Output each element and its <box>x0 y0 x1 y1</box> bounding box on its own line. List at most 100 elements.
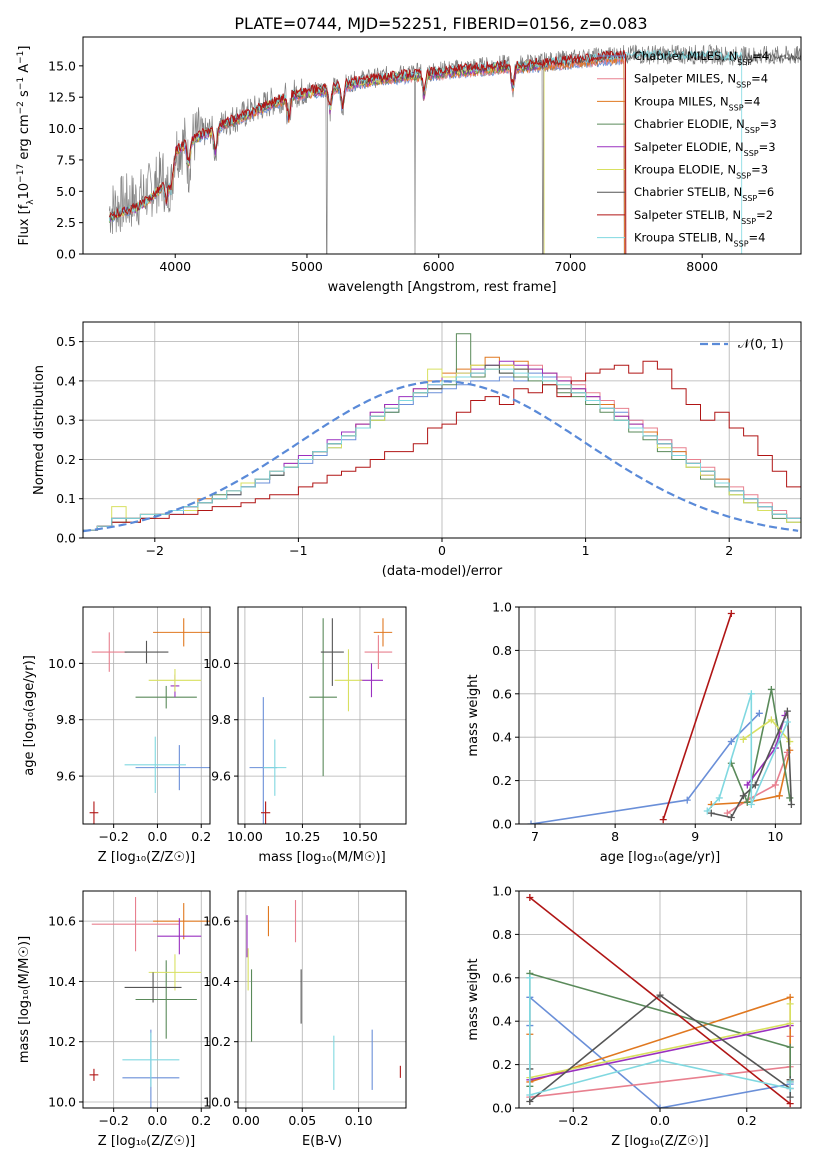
y-axis-label-part: −1 <box>16 51 26 64</box>
plot-area <box>526 894 794 1108</box>
x-tick-label: 10.00 <box>227 829 263 844</box>
y-tick-label: 0.0 <box>492 1101 512 1116</box>
x-axis-label: mass [log₁₀(M/M☉)] <box>258 850 385 865</box>
axes-frame <box>237 890 407 1109</box>
x-tick-label: 1 <box>582 543 590 558</box>
y-tick-label: 0.0 <box>56 247 76 262</box>
histogram-kroupa_elodie <box>83 364 801 531</box>
model-line-salpeter_stelib <box>109 50 627 254</box>
y-tick-label: 1.0 <box>492 600 512 615</box>
legend-label-text: Salpeter ELODIE, N <box>634 140 744 154</box>
weight-line-chabrier_elodie <box>730 689 791 806</box>
y-axis-label-part: ] <box>17 46 32 51</box>
y-tick-label: 0.0 <box>56 531 76 546</box>
y-tick-label: 5.0 <box>56 184 76 199</box>
weight-marker-kroupa_stelib <box>783 718 791 726</box>
legend-label: Salpeter STELIB, NSSP=2 <box>634 208 773 226</box>
y-axis-label-part: −1 <box>16 77 26 90</box>
x-tick-label: 8000 <box>686 259 718 274</box>
y-axis-label: mass weight <box>466 674 481 756</box>
legend-label-text: Salpeter STELIB, N <box>634 208 741 222</box>
legend-label-post: =4 <box>749 231 766 245</box>
legend-label: Chabrier MILES, NSSP=4 <box>634 49 769 67</box>
weight-marker-salpeter_stelib <box>727 610 735 618</box>
legend-label-sub: SSP <box>744 148 759 157</box>
y-tick-label: 15.0 <box>48 58 76 73</box>
y-tick-label: 10.0 <box>48 1094 76 1109</box>
histogram-kroupa_stelib <box>83 368 801 531</box>
legend-label-sub: SSP <box>741 216 756 225</box>
histogram-salpeter_elodie <box>83 360 801 531</box>
x-tick-label: 0.05 <box>288 1113 316 1128</box>
x-tick-label: 0.0 <box>650 1113 670 1128</box>
legend-label-sub: SSP <box>734 239 749 248</box>
weight-marker-chabrier_miles <box>683 796 691 804</box>
y-tick-label: 1.0 <box>492 884 512 899</box>
weight-marker-chabrier_elodie <box>743 798 751 806</box>
y-tick-label: 7.5 <box>56 152 76 167</box>
y-axis-label-part: 10 <box>17 183 32 200</box>
weight-marker-kroupa_stelib <box>747 800 755 808</box>
x-tick-label: −2 <box>146 543 164 558</box>
y-tick-label: 12.5 <box>48 90 76 105</box>
y-axis-label: mass [log₁₀(M/M☉)] <box>17 936 32 1063</box>
plot-area <box>246 900 401 1090</box>
x-tick-label: 0.10 <box>345 1113 373 1128</box>
chart-residuals: −2 −1 0 1 2 0.0 0.1 0.2 0.3 0.4 0.5 (data-model)/er… <box>32 321 802 579</box>
histogram-salpeter_miles <box>83 364 801 531</box>
y-tick-label: 10.2 <box>48 1034 76 1049</box>
chart-mass_vs_Z: −0.2 0.0 0.2 10.0 10.2 10.4 10.6 Z [log₁₀(Z/Z☉)… <box>17 890 211 1149</box>
weight-marker-salpeter_stelib <box>526 894 534 902</box>
weight-marker-chabrier_stelib <box>707 809 715 817</box>
y-tick-label: 10.0 <box>48 121 76 136</box>
x-axis-label: wavelength [Angstrom, rest frame] <box>328 280 557 295</box>
y-tick-label: 0.2 <box>492 1057 512 1072</box>
y-tick-label: 10.6 <box>48 914 76 929</box>
legend-label-sub: SSP <box>737 58 752 67</box>
weight-line-chabrier_miles <box>530 712 760 824</box>
y-tick-label: 0.4 <box>492 730 512 745</box>
plot-area <box>89 897 210 1108</box>
legend-label-text: Kroupa MILES, N <box>634 94 729 108</box>
axes-frame <box>82 606 211 825</box>
weight-marker-chabrier_miles <box>727 738 735 746</box>
weight-marker-kroupa_stelib <box>526 974 534 982</box>
legend-label-post: =2 <box>756 208 773 222</box>
y-tick-label: 10.6 <box>203 914 231 929</box>
weight-marker-salpeter_miles <box>771 781 779 789</box>
weight-marker-kroupa_elodie <box>786 738 794 746</box>
weight-line-salpeter_stelib <box>529 896 791 1105</box>
y-tick-label: 0.3 <box>56 413 76 428</box>
x-tick-label: 10.50 <box>342 829 378 844</box>
legend-label-post: =3 <box>751 163 768 177</box>
legend-label: Kroupa STELIB, NSSP=4 <box>634 231 765 249</box>
weight-marker-chabrier_stelib <box>526 1097 534 1105</box>
chart-weight_vs_age: 7 8 9 10 0.0 0.2 0.4 0.6 0.8 1.0 age [log₁₀(age/yr… <box>466 600 802 865</box>
y-axis-label: Flux [fλ10−17 erg cm−2 s−1 A−1] <box>16 46 36 246</box>
legend-label: Kroupa ELODIE, NSSP=3 <box>634 163 768 181</box>
x-tick-label: 6000 <box>423 259 455 274</box>
weight-line-salpeter_elodie <box>529 1024 791 1081</box>
legend-label-text: Chabrier STELIB, N <box>634 185 742 199</box>
y-tick-label: 10.4 <box>203 974 231 989</box>
y-axis-label-part: Flux [f <box>17 204 32 245</box>
legend-label-text: Chabrier MILES, N <box>634 49 737 63</box>
x-axis-label: Z [log₁₀(Z/Z☉)] <box>611 1134 708 1149</box>
y-axis-label-part: erg cm <box>17 114 32 163</box>
weight-marker-kroupa_stelib <box>703 807 711 815</box>
plot-area <box>83 333 801 533</box>
weight-marker-salpeter_elodie <box>743 781 751 789</box>
x-tick-label: 9 <box>691 829 699 844</box>
x-tick-label: 0.0 <box>148 829 168 844</box>
legend-label-sub: SSP <box>736 171 751 180</box>
legend-label-sub: SSP <box>745 126 760 135</box>
plot-area <box>249 618 393 824</box>
y-axis-label: Normed distribution <box>32 365 47 495</box>
weight-marker-chabrier_miles <box>656 1104 664 1108</box>
x-tick-label: 8 <box>611 829 619 844</box>
y-tick-label: 0.0 <box>492 817 512 832</box>
legend-label-text: Salpeter MILES, N <box>634 72 736 86</box>
y-axis-label: mass weight <box>466 958 481 1040</box>
y-tick-label: 0.8 <box>492 927 512 942</box>
